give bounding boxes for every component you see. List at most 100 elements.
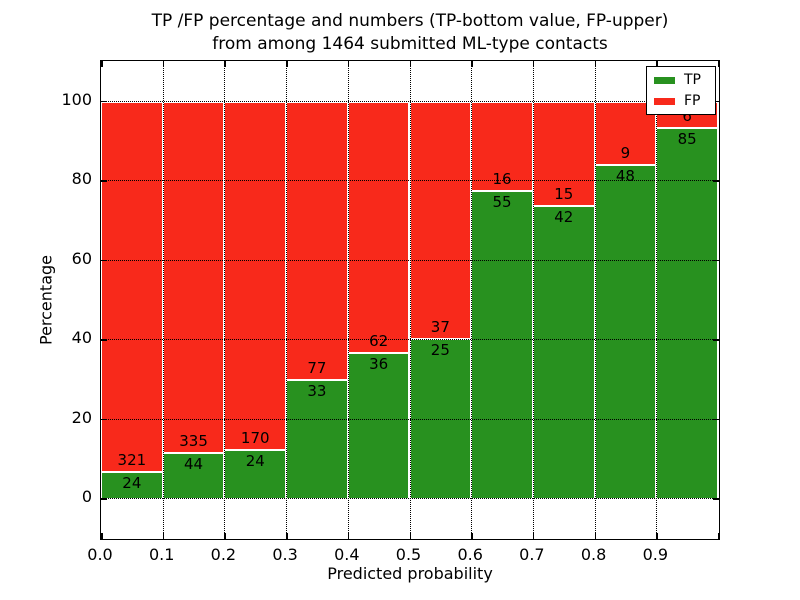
bar-count-label-tp: 48	[615, 166, 635, 185]
x-tick-mark	[286, 533, 288, 539]
x-tick-label: 0.5	[395, 545, 422, 564]
y-tick-label: 40	[71, 328, 92, 348]
bar-count-label-fp: 170	[240, 429, 270, 448]
bar-count-label-tp: 24	[122, 473, 142, 492]
x-tick-mark	[101, 533, 103, 539]
x-tick-mark	[286, 61, 288, 67]
bar-count-label-tp: 36	[369, 355, 389, 374]
bar-count-label-tp: 55	[492, 193, 512, 212]
bar-segment-fp	[409, 101, 472, 339]
gridline-vertical	[656, 61, 658, 539]
bar-count-label-tp: 33	[307, 382, 327, 400]
y-tick-label: 60	[71, 248, 92, 268]
bar-segment-fp	[471, 101, 533, 192]
bar-segment-tp	[594, 164, 657, 500]
x-tick-mark	[162, 61, 165, 67]
gridline-vertical	[224, 61, 226, 539]
x-tick-mark	[718, 61, 720, 67]
y-tick-mark	[713, 100, 719, 103]
bar-segment-tp	[347, 353, 410, 500]
legend-swatch-tp	[654, 76, 675, 84]
gridline-vertical	[286, 61, 288, 539]
x-tick-mark	[224, 61, 226, 67]
x-tick-mark	[718, 533, 720, 539]
legend-label-tp: TP	[684, 72, 701, 88]
y-tick-mark	[101, 100, 107, 103]
y-tick-mark	[713, 259, 719, 262]
gridline-vertical	[471, 61, 473, 539]
x-tick-mark	[347, 533, 350, 539]
bar-segment-fp	[162, 101, 225, 454]
bar-count-label-tp: 24	[245, 452, 265, 471]
bar-count-label-fp: 321	[117, 450, 147, 469]
chart-title-line1: TP /FP percentage and numbers (TP-bottom…	[151, 11, 669, 31]
bar-segment-tp	[471, 191, 533, 500]
gridline-vertical	[594, 61, 596, 539]
legend-row-fp: FP	[654, 94, 708, 108]
y-tick-mark	[101, 180, 107, 182]
x-tick-mark	[101, 61, 103, 67]
bar-segment-tp	[532, 206, 595, 500]
y-tick-mark	[713, 418, 719, 421]
x-tick-label: 0.6	[457, 545, 483, 564]
legend-label-fp: FP	[684, 93, 701, 109]
y-tick-label: 0	[81, 487, 92, 507]
x-tick-mark	[471, 533, 473, 539]
bar-count-label-tp: 42	[554, 208, 574, 227]
bar-count-label-fp: 77	[307, 359, 327, 377]
bar-count-label-fp: 15	[554, 185, 574, 204]
bar-count-label-fp: 9	[620, 143, 631, 162]
x-axis-label: Predicted probability	[327, 564, 493, 583]
y-tick-label: 80	[71, 169, 92, 189]
x-tick-mark	[594, 533, 597, 539]
bar-segment-tp	[162, 453, 225, 500]
y-tick-mark	[101, 259, 107, 262]
legend-swatch-fp	[654, 97, 675, 105]
bar-count-label-fp: 37	[430, 317, 450, 336]
gridline-vertical	[409, 61, 411, 539]
x-tick-mark	[347, 61, 350, 67]
bar-count-label-fp: 16	[492, 170, 512, 189]
bar-count-label-fp: 6	[682, 106, 692, 125]
y-tick-mark	[713, 180, 719, 182]
x-tick-label: 0.1	[148, 545, 175, 564]
y-tick-mark	[101, 498, 107, 500]
x-tick-label: 0.7	[519, 545, 545, 564]
plot-area: 321 24 335 44 170 24 77 33 62 36 37 25 16 55 15 42 9 48 6 8…	[100, 60, 720, 540]
x-tick-mark	[224, 533, 226, 539]
chart-title: TP /FP percentage and numbers (TP-bottom…	[100, 10, 720, 56]
y-tick-mark	[101, 418, 107, 421]
bar-segment-fp	[101, 101, 163, 472]
bar-segment-tp	[286, 380, 348, 500]
x-tick-mark	[532, 533, 535, 539]
bar-segment-fp	[286, 101, 348, 380]
chart-title-line2: from among 1464 submitted ML-type contac…	[212, 34, 608, 54]
x-tick-mark	[471, 61, 473, 67]
bar-count-label-fp: 335	[179, 432, 208, 451]
x-tick-label: 0.9	[642, 545, 669, 564]
x-tick-label: 0.4	[334, 545, 360, 564]
y-tick-label: 20	[71, 407, 92, 427]
x-tick-mark	[594, 61, 597, 67]
x-tick-mark	[656, 533, 658, 539]
bar-count-label-fp: 62	[369, 332, 389, 351]
bar-count-label-tp: 25	[430, 340, 450, 359]
y-tick-label: 100	[61, 89, 92, 109]
gridline-vertical	[532, 61, 534, 539]
x-tick-label: 0.3	[272, 545, 298, 564]
bar-count-label-tp: 44	[184, 455, 204, 474]
x-tick-mark	[409, 533, 411, 539]
x-tick-label: 0.8	[580, 545, 607, 564]
legend-row-tp: TP	[654, 73, 708, 87]
x-tick-mark	[162, 533, 165, 539]
y-axis-label: Percentage	[36, 254, 56, 346]
bar-count-label-tp: 85	[677, 129, 697, 148]
x-tick-mark	[532, 61, 535, 67]
bar-segment-fp	[224, 101, 287, 451]
gridline-vertical	[347, 61, 349, 539]
bar-segment-tp	[656, 127, 718, 500]
x-tick-label: 0.0	[87, 545, 113, 564]
bar-segment-fp	[347, 101, 410, 354]
y-tick-mark	[713, 339, 719, 341]
